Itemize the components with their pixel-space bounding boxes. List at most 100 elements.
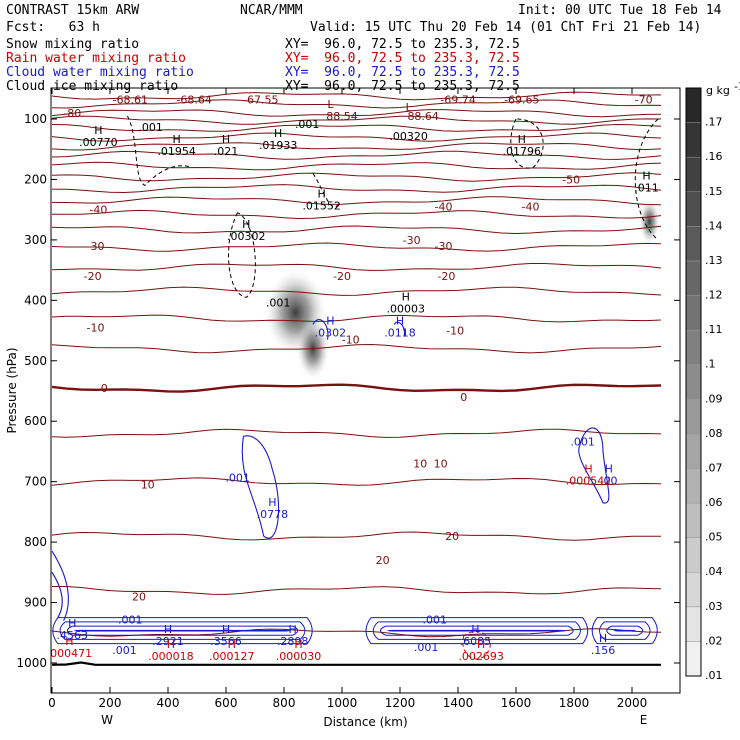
colorbar-swatch (685, 641, 702, 677)
extremum-label: .001 (570, 435, 595, 448)
x-tick-label: 1600 (501, 696, 532, 710)
isotherm-label: -40 (89, 204, 107, 217)
cloud-ice-contour (312, 173, 340, 208)
x-tick-label: 1400 (443, 696, 474, 710)
center-name: NCAR/MMM (240, 3, 303, 18)
extremum-value: .01796 (503, 145, 542, 158)
extremum-label: H.0778 (257, 496, 289, 521)
extremum-marker: H (289, 623, 297, 636)
cloud-water-contour (51, 572, 63, 618)
isotherm-label: -67.55 (243, 94, 278, 107)
extremum-value: .000542 (566, 475, 612, 488)
cloud-ice-contour (126, 115, 192, 187)
cloud-water-contour (578, 427, 610, 504)
isotherm-line (51, 209, 662, 220)
low-marker: L (406, 101, 413, 114)
isotherm-label: -20 (333, 270, 351, 283)
extremum-value: .001 (295, 118, 320, 131)
cloud-water-contour (312, 319, 329, 340)
extremum-marker: H (268, 496, 276, 509)
extremum-label: H.3566 (210, 623, 242, 648)
extremum-label: .001 (423, 614, 448, 627)
x-tick-label: 600 (215, 696, 238, 710)
isotherm-line (51, 242, 662, 252)
isotherm-label: -40 (435, 201, 453, 214)
extremum-value: .001 (570, 435, 595, 448)
colorbar-swatch (685, 191, 702, 227)
colorbar-label: .17 (705, 116, 723, 129)
colorbar-unit-exponent: -1 (734, 80, 740, 93)
extremum-value: .0118 (384, 327, 416, 340)
extremum-value: .0302 (315, 327, 347, 340)
extremum-value: .0778 (257, 508, 289, 521)
colorbar-label: .16 (705, 150, 723, 163)
isotherm-label: -68.61 (113, 94, 148, 107)
extremum-label: H.0302 (315, 315, 347, 340)
cloud-ice-contour (510, 118, 544, 169)
axes: 0 200 400 600 800 1000 1200 1400 1600 1800 2000100… (5, 88, 680, 729)
cloud-ice-contour (228, 212, 256, 298)
snow-shading (639, 199, 660, 244)
colorbar-frame (685, 87, 702, 677)
extremum-value: .021 (214, 145, 239, 158)
extremum-label: .001 (138, 121, 163, 134)
extremum-value: .000127 (209, 650, 255, 663)
isotherm-line (51, 184, 662, 194)
field-snow-xy: XY= 96.0, 72.5 to 235.3, 72.5 (285, 37, 520, 52)
extremum-marker: H (222, 133, 230, 146)
extremum-label: .001 (118, 614, 143, 627)
colorbar-swatch (685, 606, 702, 642)
extremum-marker: H (477, 638, 485, 651)
extremum-label: .001 (295, 118, 320, 131)
colorbar-label: .1 (705, 358, 716, 371)
extremum-value: .00302 (227, 230, 266, 243)
extremum-value: .001 (118, 614, 143, 627)
colorbar-swatch (685, 468, 702, 504)
plot-area: -68.61 -68.64 -67.55 -69.74 -69.65 -70 -80 88.5… (51, 91, 662, 666)
extremum-label: H.011 (634, 169, 659, 194)
extremum-value: .156 (591, 644, 616, 657)
colorbar-swatch (685, 502, 702, 538)
extremum-value: .01933 (259, 139, 298, 152)
colorbar-label: .01 (705, 669, 723, 682)
isotherm-label: -10 (446, 325, 464, 338)
isotherm-line (52, 586, 662, 595)
ground-line (51, 661, 661, 666)
extremum-marker: H (599, 632, 607, 645)
extremum-marker: H (167, 638, 175, 651)
extremum-marker: H (228, 638, 236, 651)
isotherm-label: -70 (635, 94, 653, 107)
isotherm-label: 20 (445, 530, 459, 543)
extremum-value: .001 (266, 296, 291, 309)
extremum-label: H.2921 (152, 623, 184, 648)
colorbar-swatch (685, 571, 702, 608)
extremum-marker: H (605, 463, 613, 476)
colorbar-label: .12 (705, 289, 723, 302)
x-tick-label: 400 (157, 696, 180, 710)
cloud-water-band (372, 621, 581, 640)
extremum-label: .001 (266, 296, 291, 309)
field-cloudice-label: Cloud ice mixing ratio (6, 79, 179, 94)
colorbar-swatch (685, 87, 702, 123)
isotherm-line (51, 132, 662, 142)
isotherm-label: -10 (342, 334, 360, 347)
x-tick-label: 800 (273, 696, 296, 710)
cloud-ice-contour (634, 118, 659, 241)
extremum-label: H.00003 (387, 290, 426, 315)
isotherm-label: 10 (141, 479, 155, 492)
cloud-water-band (380, 625, 574, 636)
y-tick-label: 700 (24, 475, 47, 489)
extremum-value: .001 (423, 614, 448, 627)
cloud-water-contour (393, 321, 405, 337)
isotherm-label: 0 (460, 391, 467, 404)
west-label: W (101, 713, 113, 727)
extremum-marker: H (242, 218, 250, 231)
extremum-marker: H (642, 169, 650, 182)
isotherm-line (51, 99, 662, 109)
isotherm-zero (51, 383, 662, 393)
colorbar-label: .05 (705, 531, 723, 544)
extremum-value: .00003 (387, 302, 426, 315)
isotherm-label: -20 (84, 270, 102, 283)
cloud-water-band (606, 625, 644, 636)
